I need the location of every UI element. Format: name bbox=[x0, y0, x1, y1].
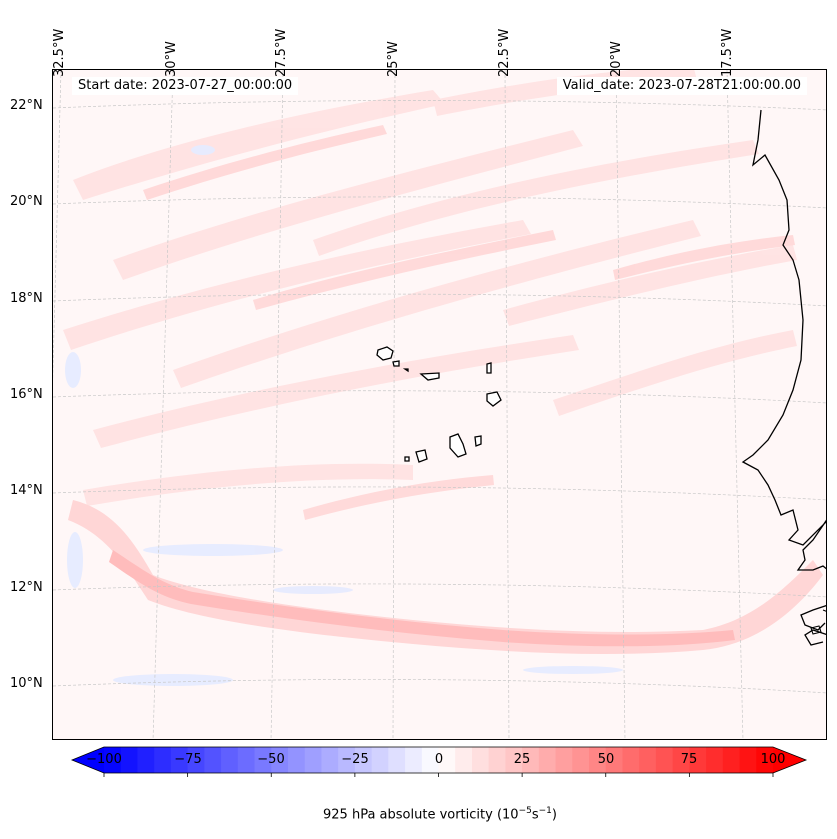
colorbar-title-exponent2: −1 bbox=[538, 806, 552, 816]
colorbar-cell bbox=[655, 747, 674, 773]
lat-label-12n: 12°N bbox=[10, 580, 43, 595]
santo-antao-island bbox=[376, 346, 394, 361]
colorbar-cell bbox=[739, 747, 757, 773]
colorbar-cell bbox=[154, 747, 172, 773]
colorbar-cell bbox=[104, 747, 122, 773]
brava-island bbox=[404, 456, 410, 462]
colorbar-cell bbox=[321, 747, 339, 773]
colorbar-cells bbox=[104, 747, 774, 773]
colorbar-title: 925 hPa absolute vorticity (10−5s−1) bbox=[323, 806, 557, 822]
vorticity-field-map bbox=[53, 70, 826, 739]
colorbar-tick-label: −50 bbox=[257, 752, 285, 767]
sal-island bbox=[486, 362, 492, 374]
colorbar-cell bbox=[170, 747, 189, 773]
negative-vorticity-patches bbox=[65, 145, 623, 686]
colorbar-cell bbox=[287, 747, 306, 773]
colorbar-cell bbox=[689, 747, 707, 773]
colorbar-cell bbox=[622, 747, 640, 773]
colorbar-tick-label: −75 bbox=[174, 752, 202, 767]
colorbar-cell bbox=[572, 747, 590, 773]
vorticity-streaks-medium bbox=[143, 125, 795, 520]
colorbar-max-extend-arrow bbox=[773, 747, 806, 773]
lat-label-16n: 16°N bbox=[10, 387, 43, 402]
boa-vista-island bbox=[486, 391, 502, 407]
colorbar-cell bbox=[455, 747, 473, 773]
colorbar-cell bbox=[505, 747, 523, 773]
colorbar-cell bbox=[538, 747, 557, 773]
colorbar-tick-label: −100 bbox=[86, 752, 122, 767]
santa-luzia-island bbox=[402, 368, 409, 373]
colorbar-cell bbox=[137, 747, 155, 773]
colorbar-tick-label: 75 bbox=[680, 752, 698, 767]
colorbar-cell bbox=[471, 747, 490, 773]
colorbar-cell bbox=[421, 747, 439, 773]
colorbar-tick-label: −25 bbox=[341, 752, 369, 767]
colorbar-title-prefix: 925 hPa absolute vorticity (10 bbox=[323, 807, 519, 823]
lat-label-22n: 22°N bbox=[10, 98, 43, 113]
itcz-vorticity-band bbox=[68, 500, 823, 655]
santiago-island bbox=[449, 433, 467, 458]
colorbar-cell bbox=[120, 747, 138, 773]
colorbar-min-extend-arrow bbox=[72, 747, 104, 773]
colorbar-cell bbox=[555, 747, 573, 773]
colorbar-cell bbox=[522, 747, 540, 773]
colorbar-title-unit: s bbox=[531, 807, 539, 823]
lat-label-18n: 18°N bbox=[10, 291, 43, 306]
fogo-island bbox=[415, 449, 428, 463]
colorbar-cell bbox=[672, 747, 690, 773]
colorbar-title-exponent1: −5 bbox=[518, 806, 532, 816]
lat-label-14n: 14°N bbox=[10, 483, 43, 498]
colorbar-cell bbox=[488, 747, 506, 773]
start-date-label: Start date: 2023-07-27_00:00:00 bbox=[72, 77, 299, 95]
colorbar-cell bbox=[438, 747, 456, 773]
colorbar-cell bbox=[204, 747, 222, 773]
bijagos-islands bbox=[810, 609, 826, 635]
colorbar-cell bbox=[338, 747, 356, 773]
sao-vicente-island bbox=[392, 360, 400, 367]
colorbar-cell bbox=[589, 747, 607, 773]
lat-label-10n: 10°N bbox=[10, 676, 43, 691]
colorbar-tick-label: 0 bbox=[434, 752, 444, 767]
west-africa-coastline bbox=[741, 109, 826, 646]
colorbar-cell bbox=[388, 747, 406, 773]
cape-verde-islands bbox=[376, 346, 502, 463]
graticule bbox=[53, 70, 826, 739]
colorbar-cell bbox=[271, 747, 289, 773]
colorbar-cell bbox=[706, 747, 724, 773]
colorbar-tick-label: 25 bbox=[513, 752, 531, 767]
colorbar-tick-label: 50 bbox=[597, 752, 615, 767]
colorbar-cell bbox=[756, 747, 774, 773]
colorbar-cell bbox=[354, 747, 373, 773]
colorbar-cell bbox=[605, 747, 623, 773]
valid-date-label: Valid_date: 2023-07-28T21:00:00.00 bbox=[556, 77, 807, 95]
sao-nicolau-island bbox=[419, 372, 440, 381]
maio-island bbox=[474, 435, 482, 447]
colorbar-cell bbox=[187, 747, 205, 773]
colorbar-tickmarks bbox=[103, 773, 774, 777]
colorbar-cell bbox=[237, 747, 256, 773]
colorbar-cell bbox=[304, 747, 322, 773]
colorbar-cell bbox=[722, 747, 741, 773]
lat-label-20n: 20°N bbox=[10, 194, 43, 209]
colorbar-cell bbox=[254, 747, 272, 773]
colorbar-cell bbox=[639, 747, 657, 773]
colorbar-title-suffix: ) bbox=[551, 807, 557, 823]
map-panel[interactable] bbox=[52, 69, 827, 740]
colorbar-cell bbox=[405, 747, 423, 773]
colorbar-cell bbox=[371, 747, 389, 773]
vorticity-streaks bbox=[63, 70, 797, 506]
colorbar-tick-label: 100 bbox=[760, 752, 786, 767]
colorbar-cell bbox=[221, 747, 239, 773]
